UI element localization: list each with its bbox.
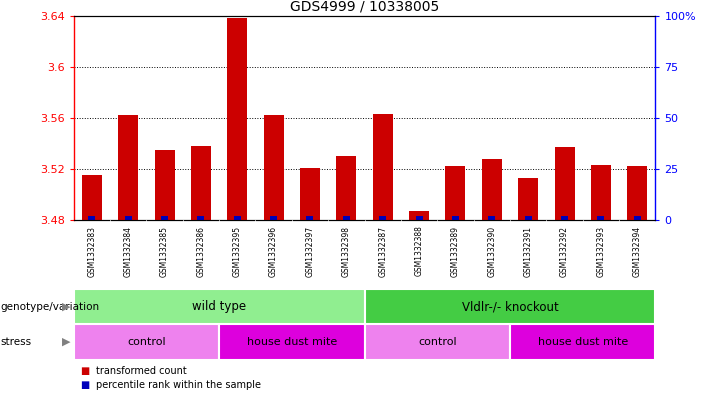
Bar <box>597 216 604 220</box>
Bar <box>233 216 240 220</box>
Text: GSM1332388: GSM1332388 <box>414 226 423 276</box>
Bar <box>591 165 611 220</box>
Bar <box>343 216 350 220</box>
Bar <box>336 156 356 220</box>
Text: ▶: ▶ <box>62 301 70 312</box>
Text: GSM1332393: GSM1332393 <box>597 226 606 277</box>
Bar <box>154 150 175 220</box>
Bar <box>416 216 423 220</box>
Bar <box>524 216 531 220</box>
Bar <box>365 289 655 324</box>
Text: genotype/variation: genotype/variation <box>1 301 100 312</box>
Title: GDS4999 / 10338005: GDS4999 / 10338005 <box>290 0 439 13</box>
Text: percentile rank within the sample: percentile rank within the sample <box>96 380 261 389</box>
Bar <box>219 324 365 360</box>
Text: GSM1332390: GSM1332390 <box>487 226 496 277</box>
Text: ■: ■ <box>81 366 90 376</box>
Text: transformed count: transformed count <box>96 366 186 376</box>
Text: ▶: ▶ <box>62 337 70 347</box>
Bar <box>445 167 465 220</box>
Bar <box>489 216 496 220</box>
Bar <box>198 216 205 220</box>
Text: GSM1332398: GSM1332398 <box>342 226 350 277</box>
Bar <box>125 216 132 220</box>
Bar <box>627 167 647 220</box>
Bar <box>365 324 510 360</box>
Bar <box>74 324 219 360</box>
Bar <box>634 216 641 220</box>
Bar <box>74 289 365 324</box>
Text: GSM1332392: GSM1332392 <box>560 226 569 277</box>
Bar <box>510 324 655 360</box>
Bar <box>482 159 502 220</box>
Bar <box>161 216 168 220</box>
Bar <box>373 114 393 220</box>
Bar <box>264 116 284 220</box>
Text: GSM1332395: GSM1332395 <box>233 226 242 277</box>
Bar <box>82 175 102 220</box>
Text: control: control <box>127 337 165 347</box>
Bar <box>306 216 313 220</box>
Bar <box>118 116 138 220</box>
Text: GSM1332397: GSM1332397 <box>306 226 315 277</box>
Bar <box>300 168 320 220</box>
Text: house dust mite: house dust mite <box>247 337 337 347</box>
Text: GSM1332384: GSM1332384 <box>123 226 132 277</box>
Bar <box>561 216 568 220</box>
Text: GSM1332391: GSM1332391 <box>524 226 533 277</box>
Text: control: control <box>418 337 456 347</box>
Bar <box>270 216 277 220</box>
Text: GSM1332396: GSM1332396 <box>269 226 278 277</box>
Bar <box>409 211 429 220</box>
Text: wild type: wild type <box>192 300 246 313</box>
Text: Vldlr-/- knockout: Vldlr-/- knockout <box>461 300 559 313</box>
Bar <box>191 146 211 220</box>
Text: GSM1332387: GSM1332387 <box>379 226 387 277</box>
Text: house dust mite: house dust mite <box>538 337 628 347</box>
Bar <box>227 18 247 220</box>
Bar <box>379 216 386 220</box>
Bar <box>518 178 538 220</box>
Bar <box>88 216 95 220</box>
Text: GSM1332385: GSM1332385 <box>160 226 169 277</box>
Text: stress: stress <box>1 337 32 347</box>
Text: ■: ■ <box>81 380 90 389</box>
Text: GSM1332394: GSM1332394 <box>633 226 641 277</box>
Bar <box>452 216 459 220</box>
Text: GSM1332389: GSM1332389 <box>451 226 460 277</box>
Bar <box>554 147 575 220</box>
Text: GSM1332386: GSM1332386 <box>196 226 205 277</box>
Text: GSM1332383: GSM1332383 <box>88 226 96 277</box>
